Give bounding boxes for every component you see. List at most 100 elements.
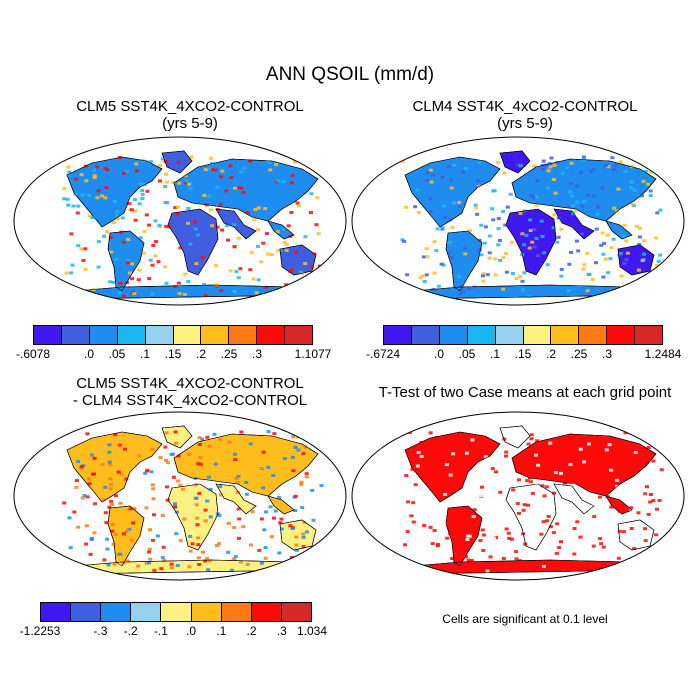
grid-cell bbox=[271, 474, 276, 477]
grid-cell bbox=[126, 237, 131, 241]
grid-cell bbox=[590, 278, 595, 281]
grid-cell bbox=[458, 205, 462, 209]
grid-cell bbox=[80, 193, 85, 197]
grid-cell bbox=[475, 212, 480, 216]
grid-cell bbox=[109, 250, 114, 254]
grid-cell bbox=[548, 165, 553, 169]
grid-cell bbox=[75, 211, 80, 215]
grid-cell bbox=[218, 202, 223, 206]
grid-cell bbox=[277, 496, 282, 499]
grid-cell bbox=[576, 249, 581, 253]
grid-cell bbox=[420, 274, 425, 278]
grid-cell bbox=[218, 438, 223, 442]
grid-cell bbox=[522, 243, 527, 247]
grid-cell bbox=[404, 474, 409, 477]
grid-cell bbox=[290, 527, 295, 530]
coastline-europe-asia bbox=[511, 433, 657, 497]
grid-cell bbox=[251, 277, 256, 281]
colorbar-swatch bbox=[61, 326, 90, 344]
grid-cell bbox=[642, 252, 646, 256]
grid-cell bbox=[609, 505, 614, 509]
grid-cell bbox=[431, 173, 436, 177]
coastline-australia bbox=[617, 519, 655, 551]
grid-cell bbox=[236, 490, 240, 494]
grid-cell bbox=[608, 257, 613, 261]
grid-cell bbox=[224, 189, 229, 193]
grid-cell bbox=[601, 252, 606, 256]
coastline-australia bbox=[617, 244, 655, 276]
grid-cell bbox=[173, 505, 178, 509]
coastline-arabia-india bbox=[215, 483, 257, 515]
grid-cell bbox=[536, 517, 541, 521]
grid-cell bbox=[470, 438, 475, 442]
grid-cell bbox=[137, 268, 142, 272]
grid-cell bbox=[425, 255, 430, 259]
grid-cell bbox=[254, 291, 259, 295]
grid-cell bbox=[613, 555, 618, 559]
grid-cell bbox=[176, 281, 181, 285]
grid-cell bbox=[248, 442, 253, 446]
grid-cell bbox=[92, 456, 97, 460]
grid-cell bbox=[264, 285, 269, 289]
grid-cell bbox=[127, 271, 132, 275]
colorbar-swatch bbox=[257, 326, 286, 344]
grid-cell bbox=[79, 465, 84, 469]
grid-cell bbox=[493, 257, 498, 261]
grid-cell bbox=[568, 182, 573, 186]
grid-cell bbox=[198, 462, 203, 466]
grid-cell bbox=[639, 447, 644, 450]
colorbar-swatch bbox=[191, 603, 222, 621]
grid-cell bbox=[410, 473, 415, 477]
grid-cell bbox=[184, 179, 189, 183]
grid-cell bbox=[239, 170, 244, 174]
grid-cell bbox=[314, 435, 319, 439]
grid-cell bbox=[548, 441, 553, 445]
grid-cell bbox=[265, 232, 269, 236]
grid-cell bbox=[109, 503, 114, 506]
grid-cell bbox=[125, 261, 130, 265]
grid-cell bbox=[559, 540, 563, 544]
grid-cell bbox=[264, 510, 269, 514]
grid-cell bbox=[436, 284, 441, 288]
colorbar-swatch bbox=[467, 326, 496, 344]
grid-cell bbox=[432, 240, 437, 244]
grid-cell bbox=[572, 552, 577, 556]
grid-cell bbox=[485, 486, 490, 490]
panel3-title: CLM5 SST4K_4XCO2-CONTROL - CLM4 SST4K_4x… bbox=[25, 375, 355, 409]
grid-cell bbox=[601, 275, 606, 279]
grid-cell bbox=[578, 563, 583, 567]
grid-cell bbox=[600, 231, 605, 235]
grid-cell bbox=[103, 196, 108, 200]
grid-cell bbox=[174, 441, 178, 445]
grid-cell bbox=[79, 247, 84, 251]
grid-cell bbox=[147, 550, 151, 554]
grid-cell bbox=[648, 170, 653, 174]
map-border bbox=[13, 136, 347, 306]
grid-cell bbox=[457, 200, 462, 204]
coastline-north-america bbox=[404, 156, 501, 228]
grid-cell bbox=[659, 559, 663, 563]
grid-cell bbox=[130, 277, 134, 281]
grid-cell bbox=[432, 529, 437, 532]
grid-cell bbox=[637, 235, 642, 239]
grid-cell bbox=[605, 233, 610, 237]
grid-cell bbox=[599, 542, 604, 546]
grid-cell bbox=[526, 503, 531, 507]
grid-cell bbox=[316, 156, 321, 160]
grid-cell bbox=[213, 462, 218, 466]
grid-cell bbox=[511, 488, 516, 492]
grid-cell bbox=[284, 248, 289, 252]
grid-cell bbox=[492, 536, 496, 540]
grid-cell bbox=[140, 189, 145, 192]
grid-cell bbox=[552, 213, 557, 217]
grid-cell bbox=[219, 175, 224, 179]
grid-cell bbox=[566, 205, 571, 209]
coastline-south-america bbox=[445, 230, 483, 292]
grid-cell bbox=[290, 173, 295, 177]
grid-cell bbox=[608, 485, 613, 488]
grid-cell bbox=[76, 525, 81, 529]
grid-cell bbox=[652, 549, 657, 553]
significance-note: Cells are significant at 0.1 level bbox=[442, 612, 608, 626]
grid-cell bbox=[245, 211, 250, 215]
grid-cell bbox=[217, 514, 222, 517]
